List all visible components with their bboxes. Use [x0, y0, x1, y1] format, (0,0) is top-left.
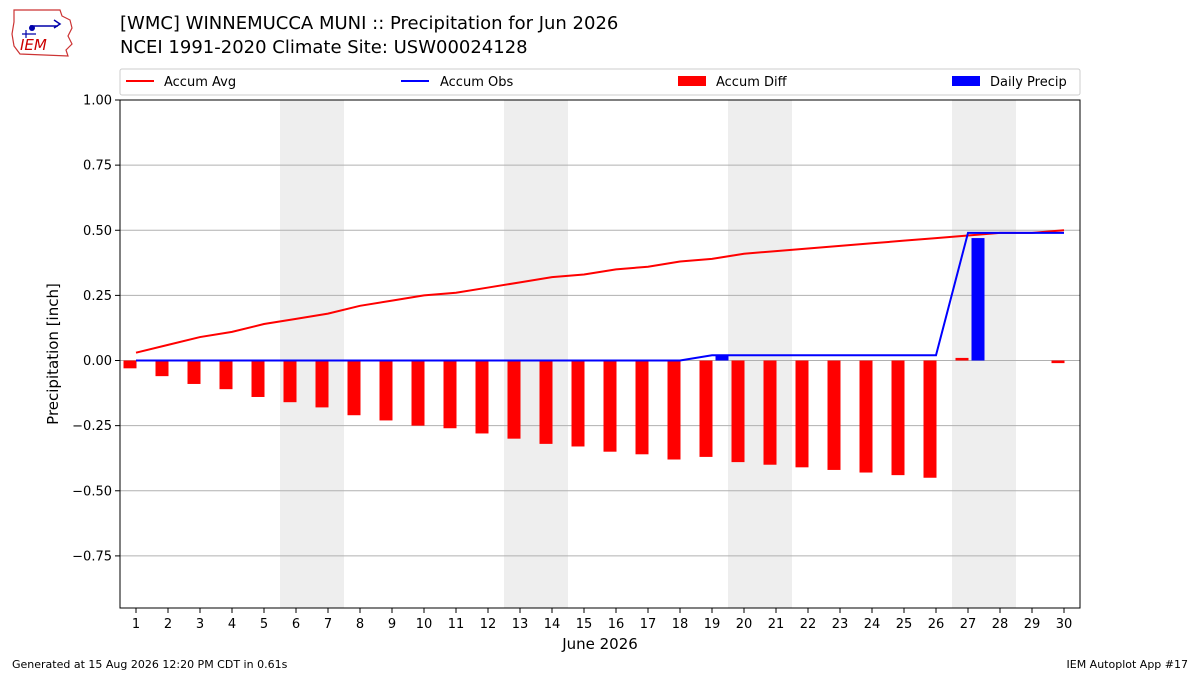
x-tick-label: 10 — [416, 617, 433, 632]
chart-title: [WMC] WINNEMUCCA MUNI :: Precipitation f… — [120, 13, 619, 34]
x-tick-label: 12 — [480, 617, 497, 632]
x-tick-label: 20 — [736, 617, 753, 632]
legend-label-accum-obs: Accum Obs — [440, 75, 513, 90]
accum-diff-bar — [891, 360, 905, 476]
legend: Accum Avg Accum Obs Accum Diff Daily Pre… — [119, 68, 1081, 96]
accum-obs-line — [136, 231, 1064, 362]
x-tick-label: 30 — [1056, 617, 1073, 632]
daily-precip-bar — [715, 355, 729, 361]
weekend-band-3 — [728, 100, 792, 608]
legend-swatch-accum-diff — [678, 76, 706, 86]
accum-diff-bar — [283, 360, 297, 403]
y-tick-label: 0.50 — [83, 224, 112, 239]
y-tick-label: 1.00 — [83, 94, 112, 109]
accum-diff-bar — [635, 360, 649, 455]
x-tick-label: 29 — [1024, 617, 1041, 632]
weekend-band-2 — [504, 100, 568, 608]
logo-text: IEM — [20, 36, 47, 54]
accum-diff-bar — [795, 360, 809, 468]
x-tick-label: 27 — [960, 617, 977, 632]
x-tick-label: 11 — [448, 617, 465, 632]
legend-box — [119, 68, 1081, 96]
y-tick-label: 0.00 — [83, 354, 112, 369]
accum-diff-bar — [827, 360, 841, 470]
footer-generated: Generated at 15 Aug 2026 12:20 PM CDT in… — [12, 658, 288, 671]
accum-diff-bar — [155, 360, 169, 377]
x-tick-label: 21 — [768, 617, 785, 632]
x-tick-label: 6 — [292, 617, 300, 632]
x-tick-label: 1 — [132, 617, 140, 632]
x-tick-label: 26 — [928, 617, 945, 632]
legend-label-daily-precip: Daily Precip — [990, 75, 1067, 90]
x-tick-label: 3 — [196, 617, 204, 632]
daily-precip-bar — [971, 238, 985, 361]
weekend-shading — [280, 100, 1016, 608]
legend-swatch-daily-precip — [952, 76, 980, 86]
y-tick-label: −0.25 — [72, 419, 112, 434]
x-tick-label: 25 — [896, 617, 913, 632]
y-tick-label: 0.75 — [83, 159, 112, 174]
accum-avg-line — [135, 229, 1065, 354]
legend-label-accum-diff: Accum Diff — [716, 75, 788, 90]
weekend-band-1 — [280, 100, 344, 608]
x-tick-label: 7 — [324, 617, 332, 632]
axes: −0.75−0.50−0.250.000.250.500.751.001 2 3 4 5… — [72, 94, 1072, 633]
accum-diff-bar — [315, 360, 329, 408]
chart-subtitle: NCEI 1991-2020 Climate Site: USW00024128 — [120, 37, 528, 58]
x-tick-label: 22 — [800, 617, 817, 632]
y-tick-label: −0.75 — [72, 549, 112, 564]
accum-diff-bar — [475, 360, 489, 434]
x-tick-label: 13 — [512, 617, 529, 632]
accum-diff-bar — [187, 360, 201, 384]
accum-diff-bar — [731, 360, 745, 463]
x-tick-label: 4 — [228, 617, 236, 632]
accum-diff-bar — [859, 360, 873, 473]
x-tick-label: 18 — [672, 617, 689, 632]
accum-diff-bar — [699, 360, 713, 457]
accum-diff-bar — [1051, 360, 1065, 364]
footer-app: IEM Autoplot App #17 — [1066, 658, 1189, 671]
x-axis-label: June 2026 — [561, 635, 638, 653]
accum-diff-bar — [219, 360, 233, 390]
accum-diff-bar — [667, 360, 681, 460]
x-tick-label: 15 — [576, 617, 593, 632]
accum-diff-bar — [123, 360, 137, 369]
x-tick-label: 24 — [864, 617, 881, 632]
accum-diff-bar — [955, 357, 969, 361]
y-axis-label: Precipitation [inch] — [44, 283, 62, 425]
x-tick-label: 23 — [832, 617, 849, 632]
accum-diff-bar — [443, 360, 457, 429]
accum-diff-bar — [411, 360, 425, 426]
grid-lines — [120, 99, 1080, 557]
y-tick-label: −0.50 — [72, 484, 112, 499]
lines — [135, 229, 1065, 362]
accum-diff-bar — [923, 360, 937, 478]
accum-diff-bar — [507, 360, 521, 439]
iem-logo: IEM — [11, 9, 73, 57]
x-tick-label: 14 — [544, 617, 561, 632]
x-tick-label: 28 — [992, 617, 1009, 632]
accum-diff-bar — [571, 360, 585, 447]
x-tick-label: 8 — [356, 617, 364, 632]
accum-diff-bar — [539, 360, 553, 444]
x-tick-label: 19 — [704, 617, 721, 632]
x-tick-label: 16 — [608, 617, 625, 632]
accum-diff-bar — [603, 360, 617, 452]
x-tick-label: 17 — [640, 617, 657, 632]
accum-diff-bar — [763, 360, 777, 465]
bars — [123, 238, 1065, 478]
y-tick-label: 0.25 — [83, 289, 112, 304]
accum-diff-bar — [347, 360, 361, 416]
x-tick-label: 9 — [388, 617, 396, 632]
x-tick-label: 2 — [164, 617, 172, 632]
plot-frame — [119, 99, 1081, 609]
legend-label-accum-avg: Accum Avg — [164, 75, 236, 90]
accum-diff-bar — [379, 360, 393, 421]
accum-diff-bar — [251, 360, 265, 397]
x-tick-label: 5 — [260, 617, 268, 632]
